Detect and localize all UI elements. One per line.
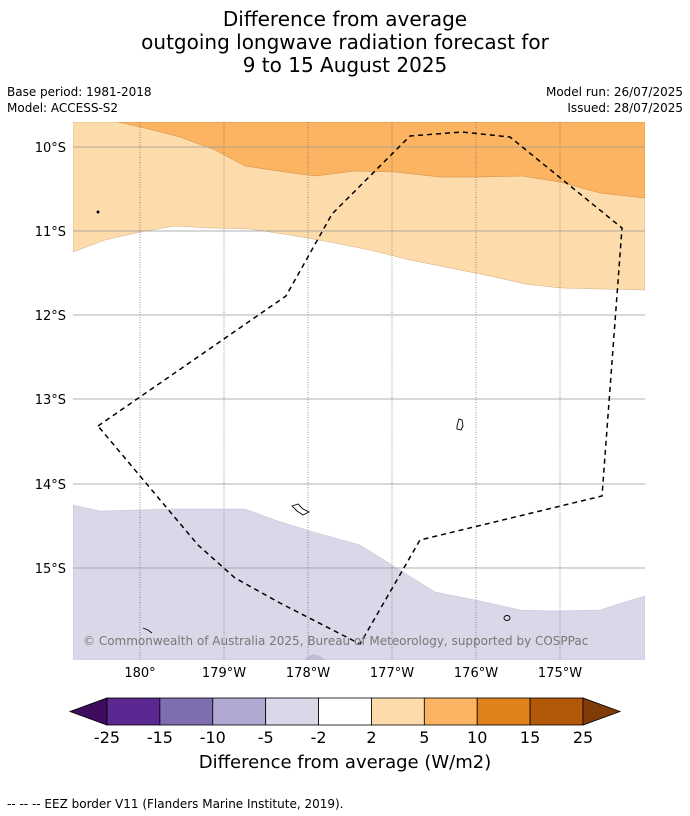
islands — [96, 210, 511, 634]
island-1 — [456, 418, 464, 431]
meridians — [139, 122, 561, 660]
lat-label-13s: 13°S — [35, 393, 66, 408]
title-line-3: 9 to 15 August 2025 — [242, 53, 448, 77]
colorbar-cell — [265, 697, 319, 726]
model-run: Model run: 26/07/2025 — [545, 85, 683, 99]
lon-label-179w: 179°W — [202, 666, 246, 681]
lat-label-15s: 15°S — [35, 562, 66, 577]
lat-label-10s: 10°S — [35, 141, 66, 156]
colorbar-label: Difference from average (W/m2) — [198, 752, 492, 773]
colorbar-tick-label: 2 — [366, 728, 376, 747]
model-name: Model: ACCESS-S2 — [7, 101, 119, 115]
colorbar-arrow-high — [582, 697, 622, 726]
colorbar-tick-label: 25 — [573, 728, 593, 747]
meta-right: Model run: 26/07/2025 Issued: 28/07/2025 — [546, 84, 683, 116]
copyright-notice: © Commonwealth of Australia 2025, Bureau… — [83, 634, 588, 648]
meta-left: Base period: 1981-2018 Model: ACCESS-S2 — [7, 84, 152, 116]
anomaly-region-minus5-minus2 — [73, 504, 645, 660]
colorbar-cell — [476, 697, 531, 726]
island-4 — [142, 627, 153, 634]
colorbar-cell — [529, 697, 584, 726]
lon-label-175w: 175°W — [538, 666, 582, 681]
colorbar-tick-label: 5 — [419, 728, 429, 747]
colorbar-tick-label: -15 — [147, 728, 173, 747]
latitude-labels: 10°S 11°S 12°S 13°S 14°S 15°S — [35, 141, 66, 577]
island-3 — [503, 615, 511, 621]
anomaly-patch-small — [304, 654, 326, 660]
colorbar-tick-label: -25 — [94, 728, 120, 747]
island-2 — [291, 503, 311, 516]
colorbar-tick-label: -2 — [311, 728, 327, 747]
lat-label-11s: 11°S — [35, 225, 66, 240]
colorbar-arrow-low — [68, 697, 108, 726]
chart-title: Difference from average outgoing longwav… — [0, 8, 690, 77]
colorbar-cell — [106, 697, 161, 726]
lat-label-12s: 12°S — [35, 309, 66, 324]
map-panel: © Commonwealth of Australia 2025, Bureau… — [73, 122, 645, 660]
title-line-2: outgoing longwave radiation forecast for — [141, 30, 549, 54]
lon-label-176w: 176°W — [454, 666, 498, 681]
colorbar-tick-label: 10 — [467, 728, 487, 747]
colorbar-tick-label: 15 — [520, 728, 540, 747]
colorbar-cell — [423, 697, 478, 726]
title-line-1: Difference from average — [222, 7, 468, 31]
colorbar-cell — [318, 697, 372, 726]
anomaly-region-10-15 — [117, 122, 645, 199]
eez-border — [96, 131, 623, 645]
colorbar-cell — [212, 697, 267, 726]
base-period: Base period: 1981-2018 — [7, 85, 152, 99]
longitude-labels: 180° 179°W 178°W 177°W 176°W 175°W — [124, 666, 582, 681]
colorbar-tick-label: -10 — [200, 728, 226, 747]
colorbar: -25 -15 -10 -5 -2 2 5 10 15 25 — [68, 697, 622, 747]
colorbar-tick-label: -5 — [258, 728, 274, 747]
lon-label-180: 180° — [124, 666, 155, 681]
gridlines — [73, 146, 645, 569]
colorbar-cell — [371, 697, 425, 726]
eez-footnote: -- -- -- EEZ border V11 (Flanders Marine… — [7, 797, 344, 811]
lon-label-177w: 177°W — [370, 666, 414, 681]
issued-date: Issued: 28/07/2025 — [567, 101, 683, 115]
lat-label-14s: 14°S — [35, 478, 66, 493]
island-5 — [96, 210, 100, 214]
lon-label-178w: 178°W — [286, 666, 330, 681]
colorbar-cell — [159, 697, 214, 726]
